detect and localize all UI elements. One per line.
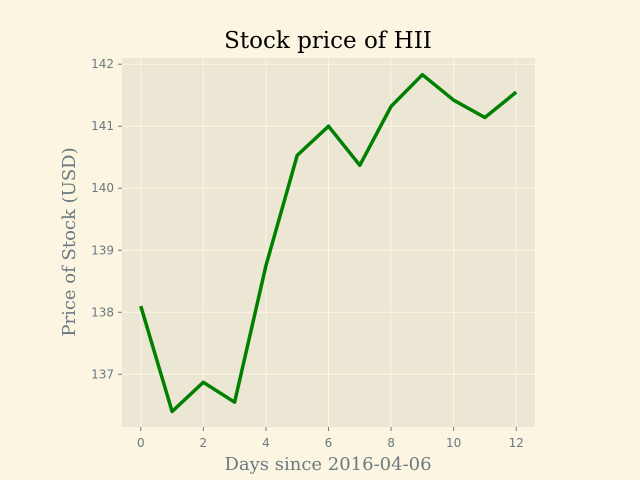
y-tick-label: 139	[91, 243, 114, 257]
series-line	[139, 72, 518, 414]
y-tick-label: 138	[91, 305, 114, 319]
x-tick-label: 4	[262, 436, 270, 450]
axis-ticks: 0 2 4 6 8 10 12 137 138 139 140 141 142	[91, 57, 524, 450]
grid	[122, 58, 535, 427]
y-tick-label: 141	[91, 119, 114, 133]
x-tick-label: 0	[137, 436, 145, 450]
x-tick-label: 8	[387, 436, 395, 450]
x-tick-label: 12	[509, 436, 524, 450]
x-tick-label: 10	[446, 436, 461, 450]
x-tick-label: 6	[325, 436, 333, 450]
y-tick-label: 137	[91, 367, 114, 381]
y-tick-label: 140	[91, 181, 114, 195]
y-axis-label: Price of Stock (USD)	[59, 147, 80, 336]
chart-title: Stock price of HII	[224, 28, 432, 54]
y-tick-label: 142	[91, 57, 114, 71]
x-tick-label: 2	[200, 436, 208, 450]
x-axis-label: Days since 2016-04-06	[224, 454, 431, 475]
